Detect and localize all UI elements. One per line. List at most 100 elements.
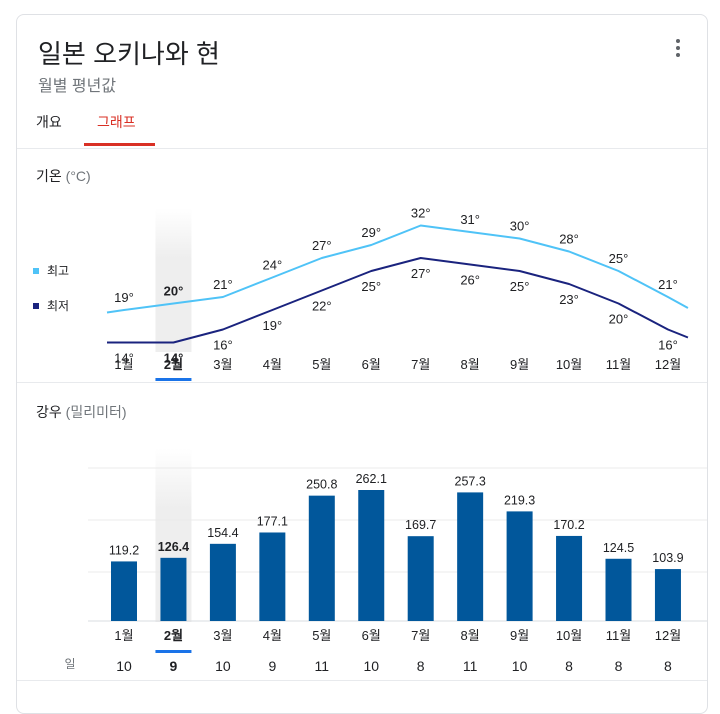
selected-month-band-temp (155, 208, 192, 352)
rain-days-value: 8 (664, 658, 672, 674)
precip-unit: (밀리미터) (65, 404, 127, 420)
precip-value-label: 126.4 (158, 540, 189, 554)
temp-selected-month-indicator (155, 378, 192, 381)
rain-days-value: 10 (512, 658, 528, 674)
temperature-section-title: 기온 (°C) (36, 166, 91, 186)
low-temp-label: 22° (312, 299, 332, 314)
page-title: 일본 오키나와 현 (38, 39, 220, 69)
high-temp-label: 21° (658, 277, 678, 292)
precip-selected-month-indicator (155, 650, 192, 653)
high-temp-label: 31° (460, 212, 480, 227)
legend-high-label: 최고 (47, 264, 70, 278)
temp-month-label: 12월 (655, 357, 681, 372)
precip-month-label: 12월 (655, 628, 681, 643)
precip-value-label: 124.5 (603, 541, 634, 555)
temp-month-label: 6월 (362, 357, 381, 372)
divider (17, 680, 707, 681)
tab-graph[interactable]: 그래프 (97, 114, 136, 130)
precip-month-label: 11월 (606, 628, 631, 643)
precip-value-label: 262.1 (356, 472, 387, 486)
temp-month-label: 4월 (263, 357, 282, 372)
precip-bar (308, 495, 335, 621)
precip-month-label: 8월 (461, 628, 480, 643)
high-temp-label: 32° (411, 206, 431, 221)
tab-active-indicator (84, 143, 155, 146)
high-temp-label: 20° (164, 284, 184, 299)
precip-value-label: 219.3 (504, 493, 535, 507)
temperature-unit: (°C) (65, 168, 91, 184)
tab-overview[interactable]: 개요 (36, 114, 62, 130)
divider (17, 382, 707, 383)
precip-value-label: 169.7 (405, 518, 436, 532)
low-temp-label: 16° (658, 338, 678, 353)
rain-days-value: 9 (170, 658, 178, 674)
precip-bar (160, 557, 187, 621)
temp-month-label: 10월 (556, 357, 582, 372)
high-temp-label: 25° (609, 251, 629, 266)
rain-days-row-label: 일 (64, 657, 75, 671)
low-temp-label: 14° (164, 351, 184, 366)
precip-bar (209, 543, 236, 621)
precip-bar (259, 532, 286, 621)
low-temp-label: 14° (114, 351, 134, 366)
precip-bar (358, 490, 385, 621)
charts-canvas: 19° 20° 21°24°27°29°32° 31° 30°28°25°21°14° 1… (64, 206, 707, 674)
legend-low: 최저 (33, 297, 69, 314)
low-temp-label: 16° (213, 338, 233, 353)
low-temp-label: 23° (559, 292, 579, 307)
precip-value-label: 154.4 (207, 526, 238, 540)
precip-month-label: 3월 (213, 628, 232, 643)
legend-low-label: 최저 (47, 299, 70, 313)
rain-days-value: 11 (463, 658, 478, 674)
precip-value-label: 177.1 (257, 514, 288, 528)
precip-month-label: 10월 (556, 628, 582, 643)
high-temp-label: 27° (312, 238, 332, 253)
legend-high: 최고 (33, 262, 69, 279)
precip-value-label: 170.2 (553, 518, 584, 532)
high-temp-label: 21° (213, 277, 233, 292)
precip-bar (506, 511, 533, 621)
temp-month-label: 11월 (606, 357, 631, 372)
rain-days-value: 8 (565, 658, 573, 674)
precip-month-label: 1월 (114, 628, 133, 643)
precip-section-title: 강우 (밀리미터) (36, 402, 127, 422)
precip-bar (407, 536, 434, 621)
temp-month-label: 1월 (114, 357, 133, 372)
low-temp-label: 25° (510, 279, 530, 294)
precip-month-label: 9월 (510, 628, 529, 643)
rain-days-value: 10 (215, 658, 231, 674)
high-temp-label: 24° (263, 258, 283, 273)
precip-bar (111, 561, 137, 621)
precip-value-label: 257.3 (455, 474, 486, 488)
temp-month-label: 8월 (461, 357, 480, 372)
high-temp-label: 29° (361, 225, 381, 240)
temp-month-label: 2월 (164, 357, 183, 372)
rain-days-value: 8 (417, 658, 425, 674)
legend-high-swatch (33, 267, 39, 274)
more-options-icon[interactable] (668, 36, 688, 60)
high-temp-line (106, 224, 689, 314)
rain-days-value: 10 (363, 658, 379, 674)
temperature-title: 기온 (36, 168, 62, 184)
low-temp-label: 25° (361, 279, 381, 294)
precip-value-label: 119.2 (109, 543, 139, 557)
precip-title: 강우 (36, 404, 62, 420)
temp-month-label: 9월 (510, 357, 529, 372)
precip-bar (556, 535, 583, 621)
low-temp-label: 19° (263, 318, 283, 333)
precip-month-label: 6월 (362, 628, 381, 643)
low-temp-label: 27° (411, 266, 431, 281)
precip-bar (457, 492, 484, 621)
low-temp-label: 20° (609, 312, 629, 327)
temp-month-label: 3월 (213, 357, 232, 372)
precip-month-label: 4월 (263, 628, 282, 643)
divider (17, 148, 707, 149)
page-subtitle: 월별 평년값 (38, 78, 117, 95)
temp-month-label: 5월 (312, 357, 331, 372)
precip-value-label: 103.9 (652, 551, 683, 565)
high-temp-label: 19° (114, 290, 134, 305)
high-temp-label: 30° (510, 219, 530, 234)
precip-value-label: 250.8 (306, 478, 337, 492)
precip-month-label: 2월 (164, 628, 183, 643)
precip-bar (654, 569, 681, 621)
